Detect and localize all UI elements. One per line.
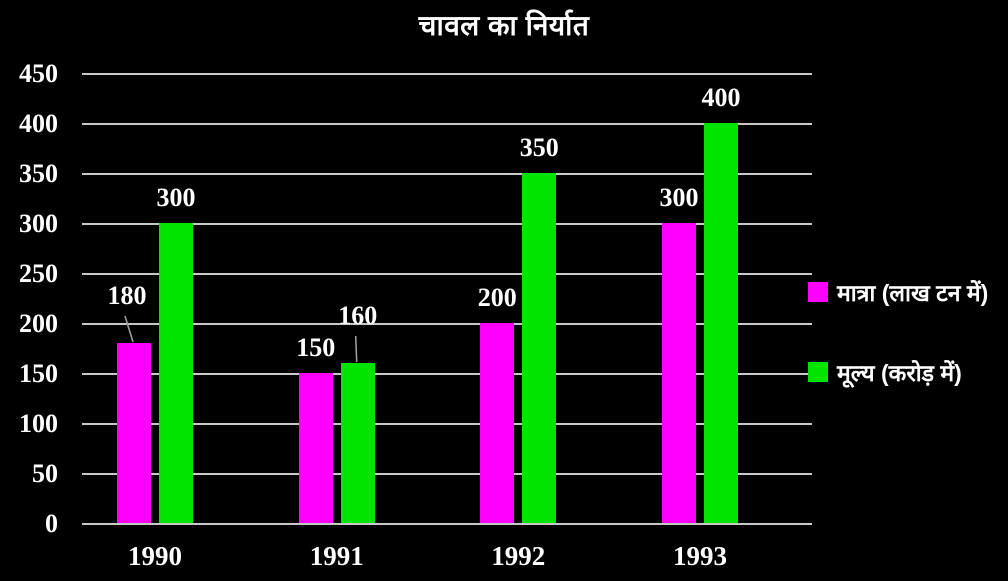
value-label: 180 [107, 281, 147, 310]
value-label: 400 [701, 83, 741, 112]
bar [662, 223, 696, 523]
legend: मात्रा (लाख टन में) मूल्य (करोड़ में) [808, 0, 1008, 581]
bar [340, 363, 375, 523]
gridline [82, 223, 812, 225]
y-tick-label: 100 [19, 409, 58, 438]
gridline [82, 123, 812, 125]
x-tick-label: 1991 [309, 541, 364, 571]
gridline [82, 473, 812, 475]
y-tick-label: 300 [19, 209, 58, 238]
legend-item-quantity: मात्रा (लाख टन में) [808, 276, 988, 308]
y-tick-label: 400 [19, 109, 58, 138]
gridline [82, 323, 812, 325]
bar [704, 123, 738, 523]
x-tick-label: 1992 [491, 541, 546, 571]
bar [117, 343, 151, 523]
gridline [82, 273, 812, 275]
value-label: 300 [659, 183, 699, 212]
y-tick-label: 150 [19, 359, 58, 388]
y-tick-label: 350 [19, 159, 58, 188]
value-label: 160 [338, 301, 378, 330]
value-label: 350 [519, 133, 559, 162]
gridline [82, 373, 812, 375]
bar [522, 173, 557, 523]
y-tick-label: 250 [19, 259, 58, 288]
value-label: 300 [156, 183, 196, 212]
y-tick-label: 0 [45, 509, 58, 538]
value-label: 150 [296, 333, 336, 362]
value-label: 200 [477, 283, 517, 312]
y-tick-label: 200 [19, 309, 58, 338]
bar [159, 223, 193, 523]
y-tick-label: 50 [32, 459, 58, 488]
x-tick-label: 1993 [673, 541, 727, 571]
legend-item-value: मूल्य (करोड़ में) [808, 356, 962, 388]
y-tick-label: 450 [19, 59, 58, 88]
gridline [82, 523, 812, 525]
gridline [82, 173, 812, 175]
gridline [82, 73, 812, 75]
legend-swatch [808, 282, 828, 302]
legend-label-quantity: मात्रा (लाख टन में) [837, 280, 989, 306]
gridline [82, 423, 812, 425]
x-tick-label: 1990 [128, 541, 182, 571]
bar [298, 373, 333, 523]
legend-swatch [808, 362, 828, 382]
chart-title: चावल का निर्यात [418, 10, 590, 41]
legend-label-value: मूल्य (करोड़ में) [837, 360, 962, 386]
bar [480, 323, 515, 523]
